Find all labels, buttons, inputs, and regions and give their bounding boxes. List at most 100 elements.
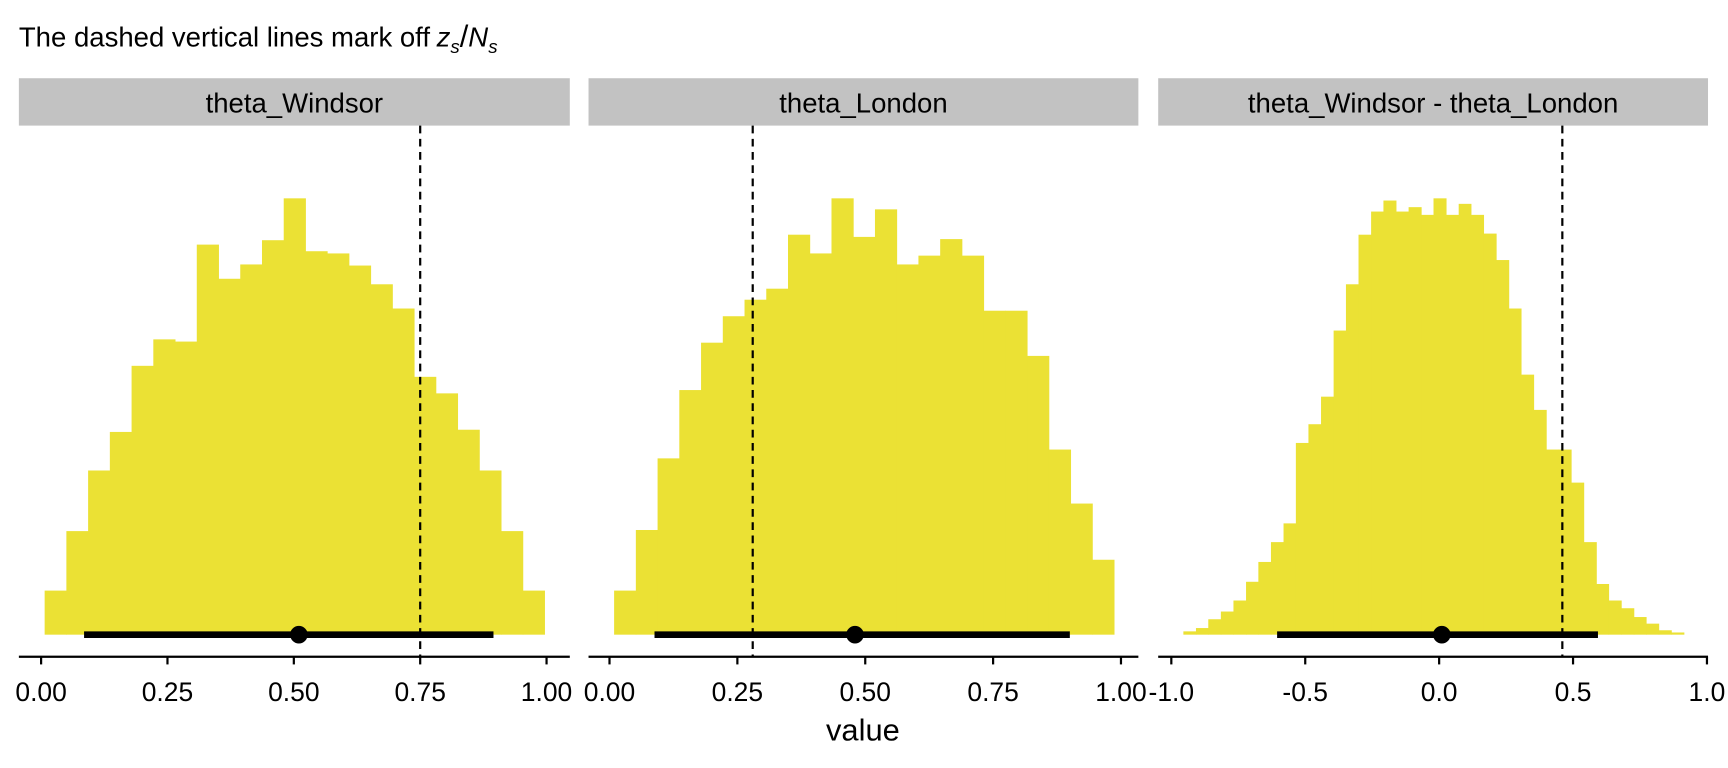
- bar: [1333, 330, 1347, 635]
- x-tick-label: 0.75: [967, 677, 1018, 707]
- bar: [788, 234, 811, 635]
- bar: [657, 458, 680, 635]
- bar: [1048, 449, 1072, 635]
- bar: [283, 198, 306, 635]
- title-math: s: [450, 36, 459, 57]
- bar: [435, 393, 459, 635]
- bar: [1321, 396, 1335, 635]
- bar: [874, 209, 898, 635]
- bar: [1295, 442, 1309, 635]
- bar: [131, 365, 154, 635]
- bar: [305, 251, 328, 635]
- bar: [1208, 619, 1222, 635]
- title-text: The dashed vertical lines mark off: [19, 21, 430, 52]
- bar: [1371, 211, 1384, 635]
- bar: [1220, 611, 1234, 635]
- x-tick-label: 0.00: [15, 677, 66, 707]
- x-tick-label: -1.0: [1149, 677, 1195, 707]
- bar: [327, 253, 350, 635]
- bar: [175, 341, 198, 635]
- bar: [392, 308, 415, 635]
- strip: [18, 78, 570, 126]
- bar: [1583, 542, 1597, 635]
- bar: [44, 590, 67, 635]
- bar: [1233, 600, 1247, 635]
- bar: [722, 316, 745, 635]
- point-estimate: [290, 625, 308, 644]
- bar: [1183, 631, 1197, 635]
- bar: [1521, 374, 1535, 635]
- x-tick-label: 0.0: [1421, 677, 1458, 707]
- bar: [1621, 608, 1635, 635]
- bar: [1571, 482, 1585, 635]
- chart-title: The dashed vertical lines mark off zs/Ns: [19, 18, 498, 57]
- bar: [853, 236, 876, 635]
- bar: [1283, 523, 1297, 635]
- bar: [218, 278, 241, 635]
- bar: [1646, 623, 1660, 635]
- bar: [1533, 409, 1547, 635]
- bar: [1195, 628, 1209, 635]
- bar: [1458, 203, 1472, 635]
- bar: [614, 590, 637, 635]
- bar: [1005, 310, 1028, 635]
- bar: [1345, 284, 1359, 635]
- bar: [766, 288, 789, 635]
- bar: [1358, 234, 1372, 635]
- bar: [918, 255, 941, 635]
- title-math: z: [436, 21, 451, 52]
- bar: [240, 264, 263, 635]
- strip: [588, 78, 1139, 126]
- x-tick-label: 0.25: [712, 677, 763, 707]
- bar: [1396, 211, 1410, 635]
- bar: [961, 255, 985, 635]
- bar: [1027, 355, 1050, 635]
- bar: [1270, 542, 1284, 635]
- bar: [1421, 214, 1434, 635]
- bar: [940, 239, 963, 635]
- bar: [1246, 581, 1259, 635]
- bar: [896, 264, 919, 635]
- bar: [1558, 449, 1572, 635]
- x-tick-label: 0.00: [584, 677, 635, 707]
- bar: [66, 531, 89, 635]
- bar: [457, 429, 480, 635]
- bar: [635, 529, 659, 635]
- x-tick-label: 1.0: [1689, 677, 1726, 707]
- bar: [88, 470, 111, 635]
- x-tick-label: 0.50: [840, 677, 891, 707]
- bar: [414, 376, 437, 635]
- strip-label: theta_Windsor - theta_London: [1248, 87, 1618, 118]
- bar: [744, 299, 767, 635]
- bar: [1471, 214, 1485, 635]
- bar: [1496, 260, 1510, 635]
- point-estimate: [1433, 625, 1451, 644]
- bar: [501, 531, 524, 635]
- bar: [809, 253, 832, 635]
- strip: [1158, 78, 1709, 126]
- x-tick-label: 1.00: [521, 677, 572, 707]
- bar: [983, 310, 1006, 635]
- bar: [370, 284, 393, 635]
- title-math: N: [468, 21, 488, 52]
- bar: [109, 431, 133, 635]
- bar: [1508, 308, 1522, 635]
- bar: [153, 339, 176, 635]
- x-tick-label: 0.5: [1555, 677, 1592, 707]
- bar: [1633, 617, 1647, 635]
- bar: [1483, 233, 1497, 635]
- bar: [1446, 214, 1460, 635]
- bar: [1070, 503, 1093, 635]
- bar: [1546, 449, 1560, 635]
- x-tick-label: 0.25: [142, 677, 193, 707]
- bar: [1671, 632, 1685, 635]
- bar: [1383, 200, 1397, 635]
- bar: [831, 198, 854, 635]
- strip-label: theta_Windsor: [206, 87, 384, 118]
- strip-label: theta_London: [779, 87, 947, 118]
- bar: [261, 240, 285, 635]
- x-tick-label: 0.50: [268, 677, 319, 707]
- bar: [479, 470, 502, 635]
- x-tick-label: 1.00: [1095, 677, 1146, 707]
